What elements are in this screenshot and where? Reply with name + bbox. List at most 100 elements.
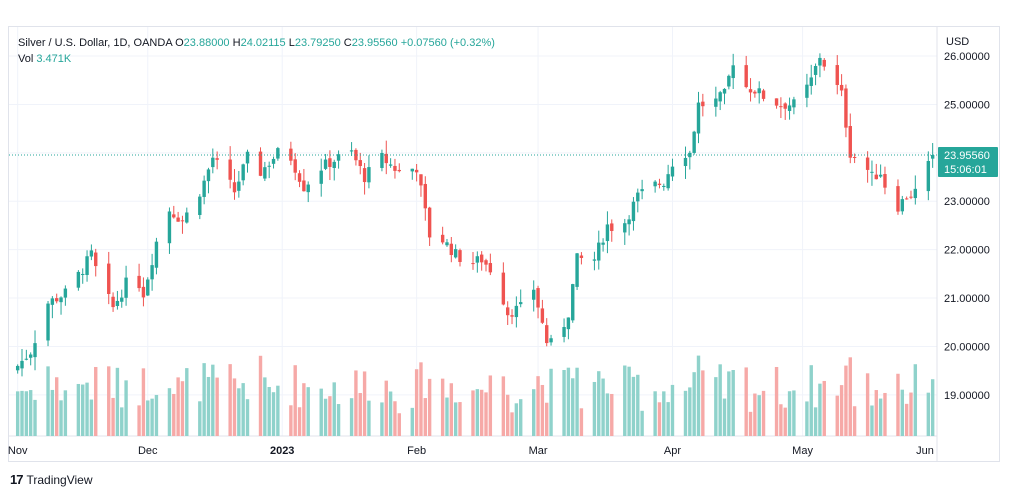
close-label: C — [343, 37, 352, 49]
volume-bar — [150, 398, 154, 436]
candle-body — [228, 159, 232, 180]
volume-bar — [896, 373, 900, 436]
candle-body — [913, 188, 918, 199]
volume-bar — [761, 390, 766, 436]
volume-bar — [623, 365, 627, 436]
candle-body — [683, 157, 688, 167]
candle-body — [696, 102, 701, 134]
volume-bar — [237, 388, 241, 436]
volume-bar — [653, 391, 657, 436]
volume-bar — [835, 395, 839, 436]
candle-body — [839, 84, 844, 91]
x-tick-label: 2023 — [270, 445, 294, 457]
y-tick-label: 19.00000 — [944, 390, 990, 402]
volume-bar — [805, 401, 809, 436]
legend-line-volume: Vol 3.471K — [18, 51, 495, 67]
volume-bar — [839, 385, 844, 436]
volume-bar — [865, 373, 870, 436]
volume-bar — [926, 392, 931, 436]
candle-body — [410, 168, 414, 172]
y-tick-label: 23.00000 — [944, 196, 990, 208]
volume-bar — [167, 388, 172, 436]
x-tick-label: Apr — [664, 445, 681, 457]
volume-bar — [696, 355, 701, 436]
candle-body — [579, 255, 584, 258]
candle-body — [475, 256, 480, 263]
candle-body — [519, 302, 523, 305]
legend-line-price: Silver / U.S. Dollar, 1D, OANDA O23.8800… — [18, 35, 495, 51]
volume-bar — [748, 411, 753, 436]
volume-bar — [501, 376, 506, 436]
volume-bar — [388, 391, 393, 436]
volume-bar — [484, 392, 488, 436]
candle-body — [120, 297, 124, 302]
volume-bar — [380, 402, 384, 436]
volume-bar — [510, 412, 514, 436]
volume-bar — [414, 369, 419, 436]
candle-body — [302, 180, 306, 192]
volume-bar — [137, 405, 141, 436]
volume-bar — [111, 397, 115, 436]
candle-body — [137, 275, 141, 289]
volume-bar — [536, 376, 540, 436]
candle-body — [206, 169, 211, 182]
volume-bar — [909, 392, 913, 436]
volume-bar — [744, 367, 748, 436]
candle-body — [878, 174, 883, 177]
volume-bar — [81, 384, 85, 436]
candle-body — [176, 217, 180, 222]
volume-bar — [774, 366, 779, 436]
candlestick-chart[interactable]: 26.0000025.0000024.0000023.0000022.00000… — [0, 0, 1012, 466]
candle-body — [852, 156, 857, 158]
candle-body — [865, 157, 870, 170]
volume-bar — [813, 407, 818, 436]
volume-bar — [185, 368, 189, 436]
x-tick-label: Feb — [407, 445, 426, 457]
candle-body — [81, 273, 85, 275]
volume-bar — [202, 363, 206, 436]
candle-body — [150, 265, 154, 280]
candle-body — [692, 131, 696, 153]
candle-body — [813, 66, 818, 75]
volume-bar — [115, 367, 120, 436]
open-label: O — [175, 37, 184, 49]
footer[interactable]: 17 TradingView — [10, 472, 93, 487]
candle-body — [349, 150, 354, 152]
volume-bar — [28, 390, 33, 436]
candle-body — [453, 249, 458, 258]
volume-bar — [453, 402, 458, 436]
candle-body — [46, 303, 50, 341]
volume-bar — [731, 370, 735, 436]
candle-body — [566, 317, 571, 330]
volume-bar — [579, 408, 584, 436]
candle-body — [627, 219, 631, 225]
volume-bar — [783, 407, 787, 436]
candle-body — [237, 181, 241, 191]
volume-bar — [753, 393, 757, 436]
x-tick-label: Jun — [916, 445, 934, 457]
volume-bar — [878, 398, 883, 436]
candle-body — [89, 250, 94, 257]
volume-bar — [258, 355, 263, 436]
symbol-title: Silver / U.S. Dollar, 1D, OANDA — [18, 37, 173, 49]
volume-bar — [605, 393, 610, 436]
candle-body — [592, 259, 597, 261]
volume-bar — [50, 389, 55, 436]
candle-body — [323, 159, 328, 169]
candle-body — [900, 199, 905, 212]
volume-bar — [332, 382, 336, 436]
volume-bar — [76, 383, 81, 436]
candle-body — [202, 180, 206, 197]
candle-body — [427, 207, 432, 238]
volume-bar — [601, 378, 605, 436]
volume-label: Vol — [18, 53, 34, 65]
volume-bar — [657, 402, 662, 436]
volume-bar — [449, 383, 454, 436]
candle-body — [215, 158, 219, 160]
volume-bar — [549, 368, 553, 436]
volume-bar — [848, 357, 852, 436]
volume-bar — [727, 371, 731, 436]
candle-body — [714, 98, 718, 107]
volume-bar — [757, 395, 761, 436]
candle-body — [822, 59, 826, 67]
